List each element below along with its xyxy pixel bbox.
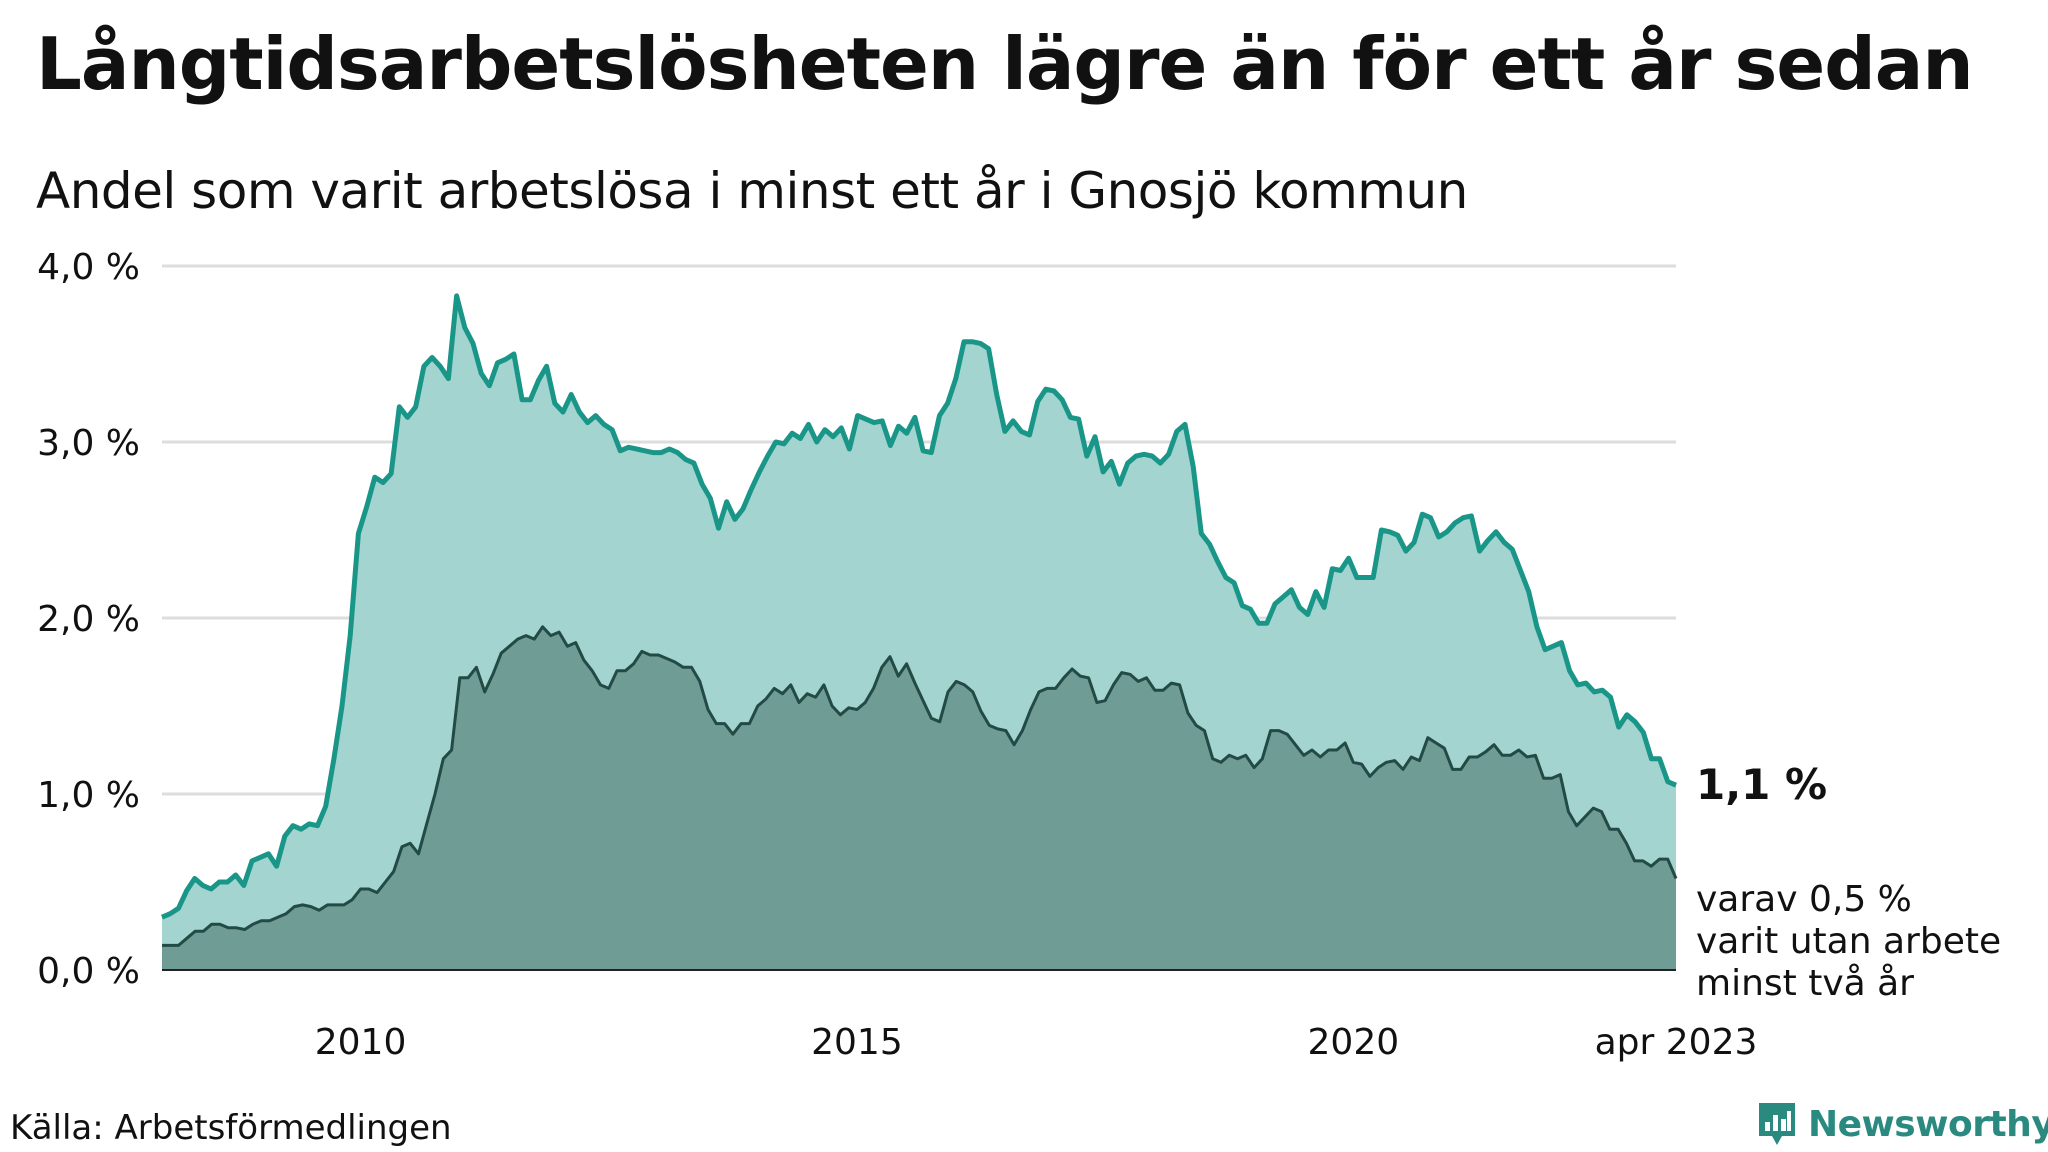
x-tick-label: 2010 xyxy=(315,1022,407,1063)
source-note: Källa: Arbetsförmedlingen xyxy=(10,1108,452,1148)
sub-annotation-line-1: varav 0,5 % xyxy=(1696,879,1912,920)
sub-annotation-line-3: minst två år xyxy=(1696,963,1914,1004)
axes: 0,0 % 1,0 % 2,0 % 3,0 % 4,0 % 2010 2015 2020 apr… xyxy=(37,247,1757,1063)
chart-title: Långtidsarbetslösheten lägre än för ett … xyxy=(36,22,1974,106)
y-tick-label: 4,0 % xyxy=(37,247,140,288)
series-two-year-area xyxy=(162,626,1676,970)
annotations: 1,1 % varav 0,5 % varit utan arbete mins… xyxy=(1696,760,2001,1004)
y-tick-label: 2,0 % xyxy=(37,599,140,640)
sub-annotation-line-2: varit utan arbete xyxy=(1696,921,2001,962)
series-two-year-line xyxy=(162,625,1678,947)
x-tick-label: 2020 xyxy=(1308,1022,1400,1063)
brand-name: Newsworthy xyxy=(1808,1103,2048,1145)
y-tick-label: 3,0 % xyxy=(37,423,140,464)
end-value-label: 1,1 % xyxy=(1696,760,1827,809)
y-tick-label: 1,0 % xyxy=(37,775,140,816)
series-total-line xyxy=(161,293,1677,920)
chart-subtitle: Andel som varit arbetslösa i minst ett å… xyxy=(36,162,1468,220)
brand-logo: Newsworthy xyxy=(1756,1100,2048,1148)
x-tick-label: apr 2023 xyxy=(1595,1022,1758,1063)
newsworthy-logo-icon xyxy=(1759,1103,1795,1145)
y-tick-label: 0,0 % xyxy=(37,951,140,992)
x-tick-label: 2015 xyxy=(811,1022,903,1063)
series-areas xyxy=(161,293,1678,970)
